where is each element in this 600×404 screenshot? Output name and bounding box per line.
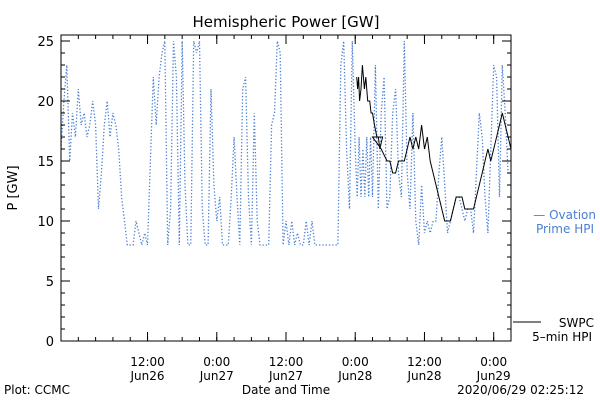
y-tick-label: 0 — [46, 335, 54, 350]
axes-layer: 051015202512:00Jun260:00Jun2712:00Jun270… — [37, 34, 512, 383]
x-tick-date-label: Jun26 — [130, 369, 165, 383]
legend-ovation-line2: Prime HPI — [536, 222, 594, 236]
y-tick-label: 25 — [37, 35, 54, 50]
series-layer — [61, 40, 511, 246]
x-tick-date-label: Jun28 — [337, 369, 372, 383]
x-tick-time-label: 12:00 — [269, 355, 304, 369]
x-tick-date-label: Jun27 — [199, 369, 234, 383]
y-tick-label: 20 — [37, 95, 54, 110]
x-tick-time-label: 12:00 — [407, 355, 442, 369]
x-tick-date-label: Jun27 — [268, 369, 303, 383]
x-tick-time-label: 0:00 — [480, 355, 507, 369]
x-axis-label: Date and Time — [242, 383, 330, 397]
y-tick-label: 15 — [37, 155, 54, 170]
legend-swpc-line2: 5–min HPI — [532, 330, 592, 344]
y-tick-label: 5 — [46, 275, 54, 290]
x-tick-date-label: Jun28 — [406, 369, 441, 383]
timestamp: 2020/06/29 02:25:12 — [457, 383, 584, 397]
x-tick-time-label: 12:00 — [130, 355, 165, 369]
series-line-swpc — [356, 64, 511, 222]
x-tick-time-label: 0:00 — [203, 355, 230, 369]
x-tick-date-label: Jun29 — [476, 369, 511, 383]
y-tick-label: 10 — [37, 215, 54, 230]
y-axis-label: P [GW] — [6, 165, 21, 210]
legend-swpc-line1: SWPC — [559, 316, 594, 330]
x-tick-time-label: 0:00 — [342, 355, 369, 369]
series-line-ovation-prime — [61, 40, 509, 246]
legend-ovation-line1: — Ovation — [533, 208, 596, 222]
chart-title: Hemispheric Power [GW] — [193, 13, 380, 31]
plot-credit: Plot: CCMC — [4, 383, 70, 397]
